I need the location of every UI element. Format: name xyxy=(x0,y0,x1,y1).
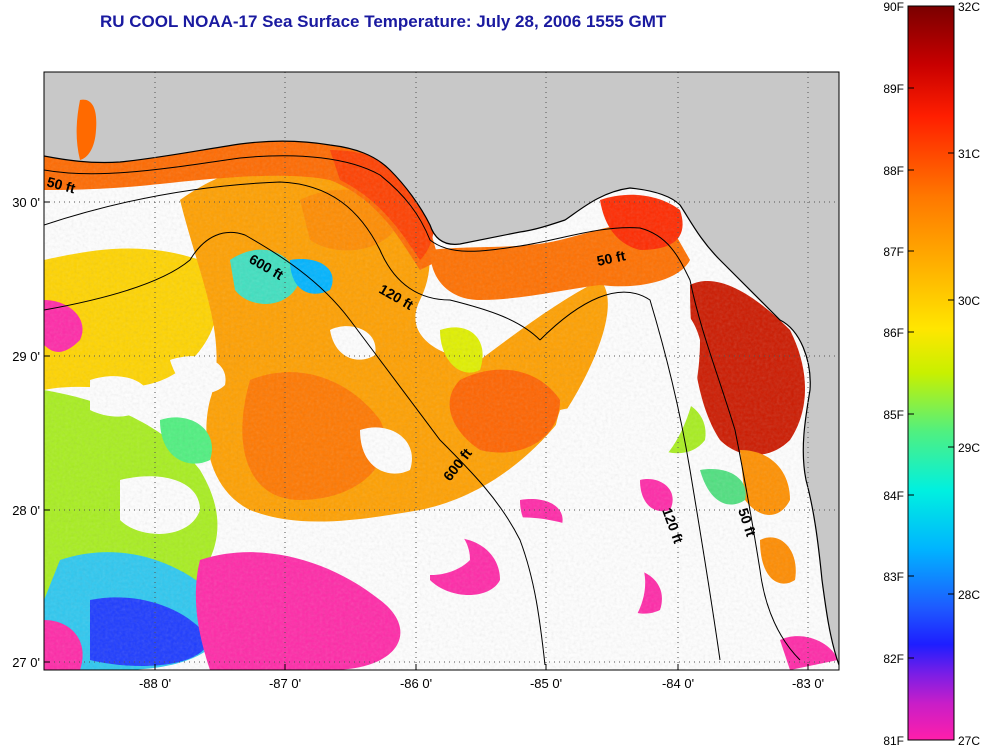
colorbar-c-label: 30C xyxy=(958,294,980,308)
600-ft-contour xyxy=(44,231,546,666)
colorbar-f-label: 87F xyxy=(883,245,904,259)
colorbar-f-label: 83F xyxy=(883,570,904,584)
lon-tick-label: -84 0' xyxy=(662,676,694,691)
lat-tick-label: 27 0' xyxy=(12,655,40,670)
colorbar: 90F 89F 88F 87F 86F 85F 84F 83F 82F 81F … xyxy=(883,0,980,748)
120-ft-contour xyxy=(44,181,721,661)
colorbar-f-label: 81F xyxy=(883,734,904,748)
colorbar-c-label: 29C xyxy=(958,441,980,455)
colorbar-f-label: 86F xyxy=(883,326,904,340)
colorbar-f-label: 88F xyxy=(883,164,904,178)
colorbar-f-label: 84F xyxy=(883,489,904,503)
colorbar-f-label: 82F xyxy=(883,652,904,666)
colorbar-c-label: 31C xyxy=(958,147,980,161)
map-title: RU COOL NOAA-17 Sea Surface Temperature:… xyxy=(100,12,667,31)
lat-tick-label: 29 0' xyxy=(12,349,40,364)
colorbar-c-label: 28C xyxy=(958,588,980,602)
50-ft-contour xyxy=(44,155,801,661)
land-mass xyxy=(44,72,839,665)
lon-tick-label: -87 0' xyxy=(269,676,301,691)
lon-tick-label: -83 0' xyxy=(792,676,824,691)
axis-ticks xyxy=(44,201,809,670)
lon-tick-label: -86 0' xyxy=(400,676,432,691)
contour-label: 50 ft xyxy=(45,173,77,196)
colorbar-gradient xyxy=(907,5,955,741)
colorbar-c-label: 27C xyxy=(958,734,980,748)
contour-label: 50 ft xyxy=(595,247,627,269)
plot-frame xyxy=(43,71,840,671)
latitude-labels: 30 0' 29 0' 28 0' 27 0' xyxy=(12,195,40,670)
colorbar-f-label: 90F xyxy=(883,0,904,14)
colorbar-c-label: 32C xyxy=(958,0,980,14)
lat-tick-label: 30 0' xyxy=(12,195,40,210)
longitude-labels: -88 0' -87 0' -86 0' -85 0' -84 0' -83 0… xyxy=(139,676,824,691)
colorbar-f-label: 85F xyxy=(883,408,904,422)
coastline xyxy=(44,140,839,666)
lat-tick-label: 28 0' xyxy=(12,503,40,518)
colorbar-f-label: 89F xyxy=(883,82,904,96)
lon-tick-label: -88 0' xyxy=(139,676,171,691)
lon-tick-label: -85 0' xyxy=(530,676,562,691)
